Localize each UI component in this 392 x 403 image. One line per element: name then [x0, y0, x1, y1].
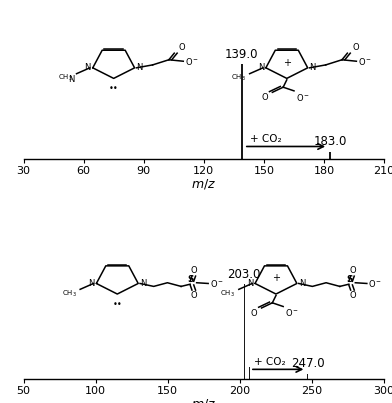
- Text: +: +: [283, 58, 291, 68]
- Text: N: N: [310, 63, 316, 72]
- Text: +: +: [272, 273, 280, 283]
- Text: O: O: [261, 93, 268, 102]
- Text: CH$_3$: CH$_3$: [58, 73, 73, 83]
- Text: N: N: [136, 63, 143, 72]
- Text: N: N: [258, 63, 264, 72]
- Text: N: N: [68, 75, 75, 84]
- Text: O: O: [179, 44, 185, 52]
- Text: ••: ••: [113, 300, 122, 309]
- Text: O: O: [349, 291, 356, 300]
- Text: O: O: [191, 266, 197, 275]
- Text: O$^-$: O$^-$: [185, 56, 199, 67]
- Text: 183.0: 183.0: [313, 135, 347, 148]
- Text: 247.0: 247.0: [291, 357, 325, 370]
- Text: + CO₂: + CO₂: [250, 134, 281, 144]
- Bar: [329, 152, 331, 159]
- Text: + CO₂: + CO₂: [254, 357, 286, 367]
- Text: S: S: [188, 275, 194, 284]
- Text: N: N: [140, 279, 146, 288]
- Bar: [241, 64, 243, 159]
- Text: O$^-$: O$^-$: [285, 307, 299, 318]
- Text: N: N: [85, 63, 91, 72]
- Text: CH$_3$: CH$_3$: [231, 73, 246, 83]
- X-axis label: $m/z$: $m/z$: [191, 177, 216, 191]
- Text: O: O: [191, 291, 197, 300]
- Text: N: N: [247, 279, 253, 288]
- Text: N: N: [299, 279, 305, 288]
- Text: CH$_3$: CH$_3$: [220, 289, 235, 299]
- Text: O: O: [250, 309, 257, 318]
- Text: O$^-$: O$^-$: [358, 56, 372, 67]
- Text: O$^-$: O$^-$: [368, 278, 383, 289]
- Text: CH$_3$: CH$_3$: [62, 289, 76, 299]
- Text: O: O: [352, 44, 359, 52]
- X-axis label: $m/z$: $m/z$: [191, 397, 216, 403]
- Text: 203.0: 203.0: [227, 268, 261, 281]
- Text: 139.0: 139.0: [225, 48, 259, 61]
- Text: O$^-$: O$^-$: [296, 91, 310, 103]
- Bar: [243, 284, 245, 379]
- Text: O$^-$: O$^-$: [210, 278, 224, 289]
- Text: S: S: [346, 275, 353, 284]
- Text: N: N: [88, 279, 94, 288]
- Text: ••: ••: [109, 84, 118, 93]
- Bar: [249, 366, 250, 379]
- Text: O: O: [349, 266, 356, 275]
- Bar: [307, 374, 309, 379]
